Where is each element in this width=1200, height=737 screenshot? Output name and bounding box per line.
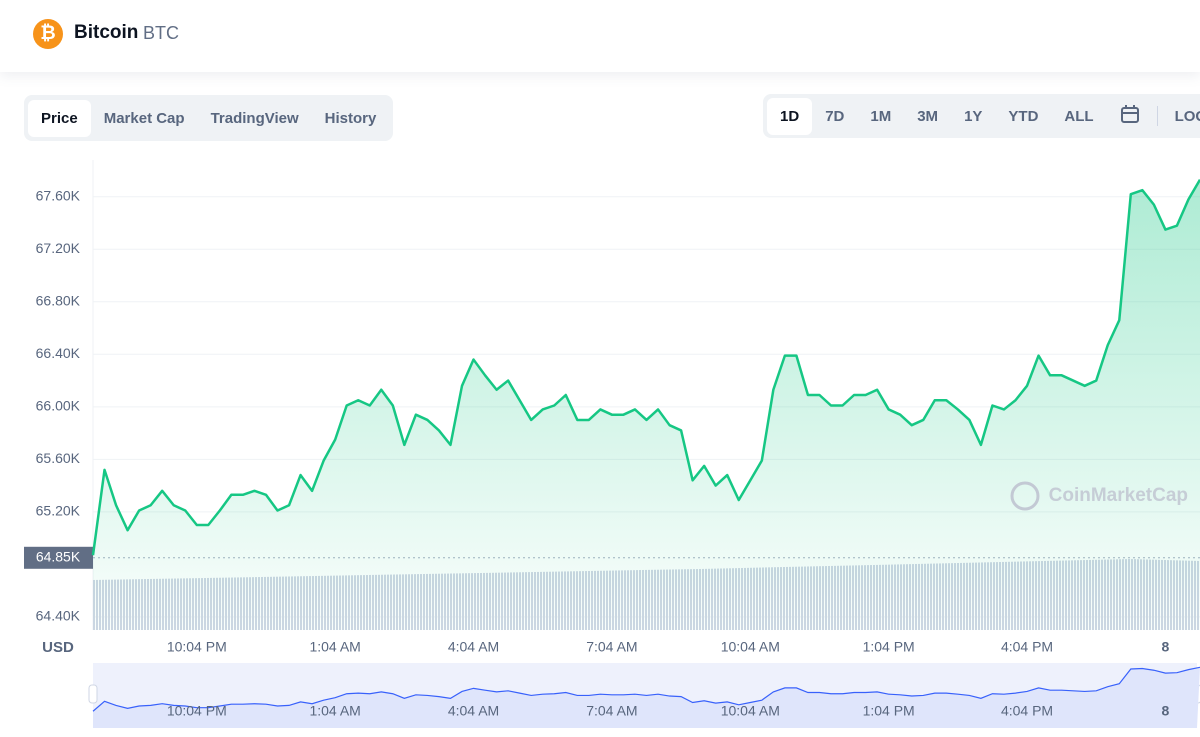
navigator-handle-left: [88, 684, 98, 704]
y-tick-label: 66.40K: [36, 345, 81, 361]
x-tick-label: 10:04 AM: [721, 639, 780, 655]
x-tick-label: 8: [1162, 639, 1170, 655]
navigator-x-label: 1:04 AM: [309, 703, 360, 719]
range-button[interactable]: 3M: [917, 107, 939, 125]
y-tick-label: 64.40K: [36, 608, 81, 624]
price-area: [93, 179, 1200, 630]
coin-icon: ₿: [33, 19, 63, 49]
y-tick-label: 67.20K: [36, 240, 81, 256]
chart-tabs: Price Market Cap TradingView History: [24, 95, 394, 141]
y-tick-label: 66.00K: [36, 398, 81, 414]
navigator-x-label: 10:04 AM: [721, 703, 780, 719]
x-tick-label: 4:04 AM: [448, 639, 499, 655]
navigator-x-label: 4:04 PM: [1001, 703, 1053, 719]
y-tick-label: 65.20K: [36, 503, 81, 519]
y-tick-label: 67.60K: [36, 187, 81, 203]
navigator-x-label: 1:04 PM: [863, 703, 915, 719]
y-tick-label: 65.60K: [36, 450, 81, 466]
x-tick-label: 10:04 PM: [167, 639, 227, 655]
calendar-button[interactable]: [1107, 94, 1153, 138]
chart: 64.40K 65.20K 65.60K 66.00K 66.40K 66.80K 67.2…: [24, 160, 1200, 728]
calendar-icon: [1120, 105, 1139, 123]
watermark: CoinMarketCap: [1049, 485, 1188, 506]
reference-label: 64.85K: [36, 548, 81, 564]
navigator-x-label: 10:04 PM: [167, 703, 227, 719]
coin-name: Bitcoin: [74, 22, 139, 43]
log-button[interactable]: LOG: [1174, 107, 1200, 125]
x-tick-label: 4:04 PM: [1001, 639, 1053, 655]
range-button[interactable]: YTD: [1008, 107, 1039, 125]
navigator-x-label: 4:04 AM: [448, 703, 499, 719]
separator: [1156, 106, 1158, 126]
navigator-x-label: 8: [1162, 703, 1170, 719]
tab[interactable]: TradingView: [210, 109, 299, 127]
range-button[interactable]: 1D: [767, 97, 813, 135]
coin-symbol: BTC: [143, 23, 179, 43]
price-line: [91, 179, 1200, 556]
tab[interactable]: History: [324, 109, 377, 127]
x-tick-label: 1:04 AM: [309, 639, 360, 655]
watermark-logo: [1010, 481, 1040, 511]
range-selector: 1D 7D 1M 3M 1Y YTD ALL LOG: [763, 94, 1200, 138]
tab[interactable]: Market Cap: [103, 109, 185, 127]
range-button[interactable]: ALL: [1064, 107, 1094, 125]
navigator-line: [92, 666, 1200, 712]
range-button[interactable]: 7D: [825, 107, 845, 125]
y-tick-label: 66.80K: [36, 292, 81, 308]
tab[interactable]: Price: [28, 99, 91, 137]
y-axis-label: USD: [42, 639, 74, 656]
navigator-area: [93, 667, 1200, 728]
reference-label-bg: [24, 546, 93, 569]
navigator-x-label: 7:04 AM: [586, 703, 637, 719]
x-tick-label: 7:04 AM: [586, 639, 637, 655]
x-tick-label: 1:04 PM: [863, 639, 915, 655]
range-button[interactable]: 1Y: [964, 107, 983, 125]
top-bar: ₿ Bitcoin BTC: [0, 0, 1200, 72]
range-button[interactable]: 1M: [870, 107, 892, 125]
